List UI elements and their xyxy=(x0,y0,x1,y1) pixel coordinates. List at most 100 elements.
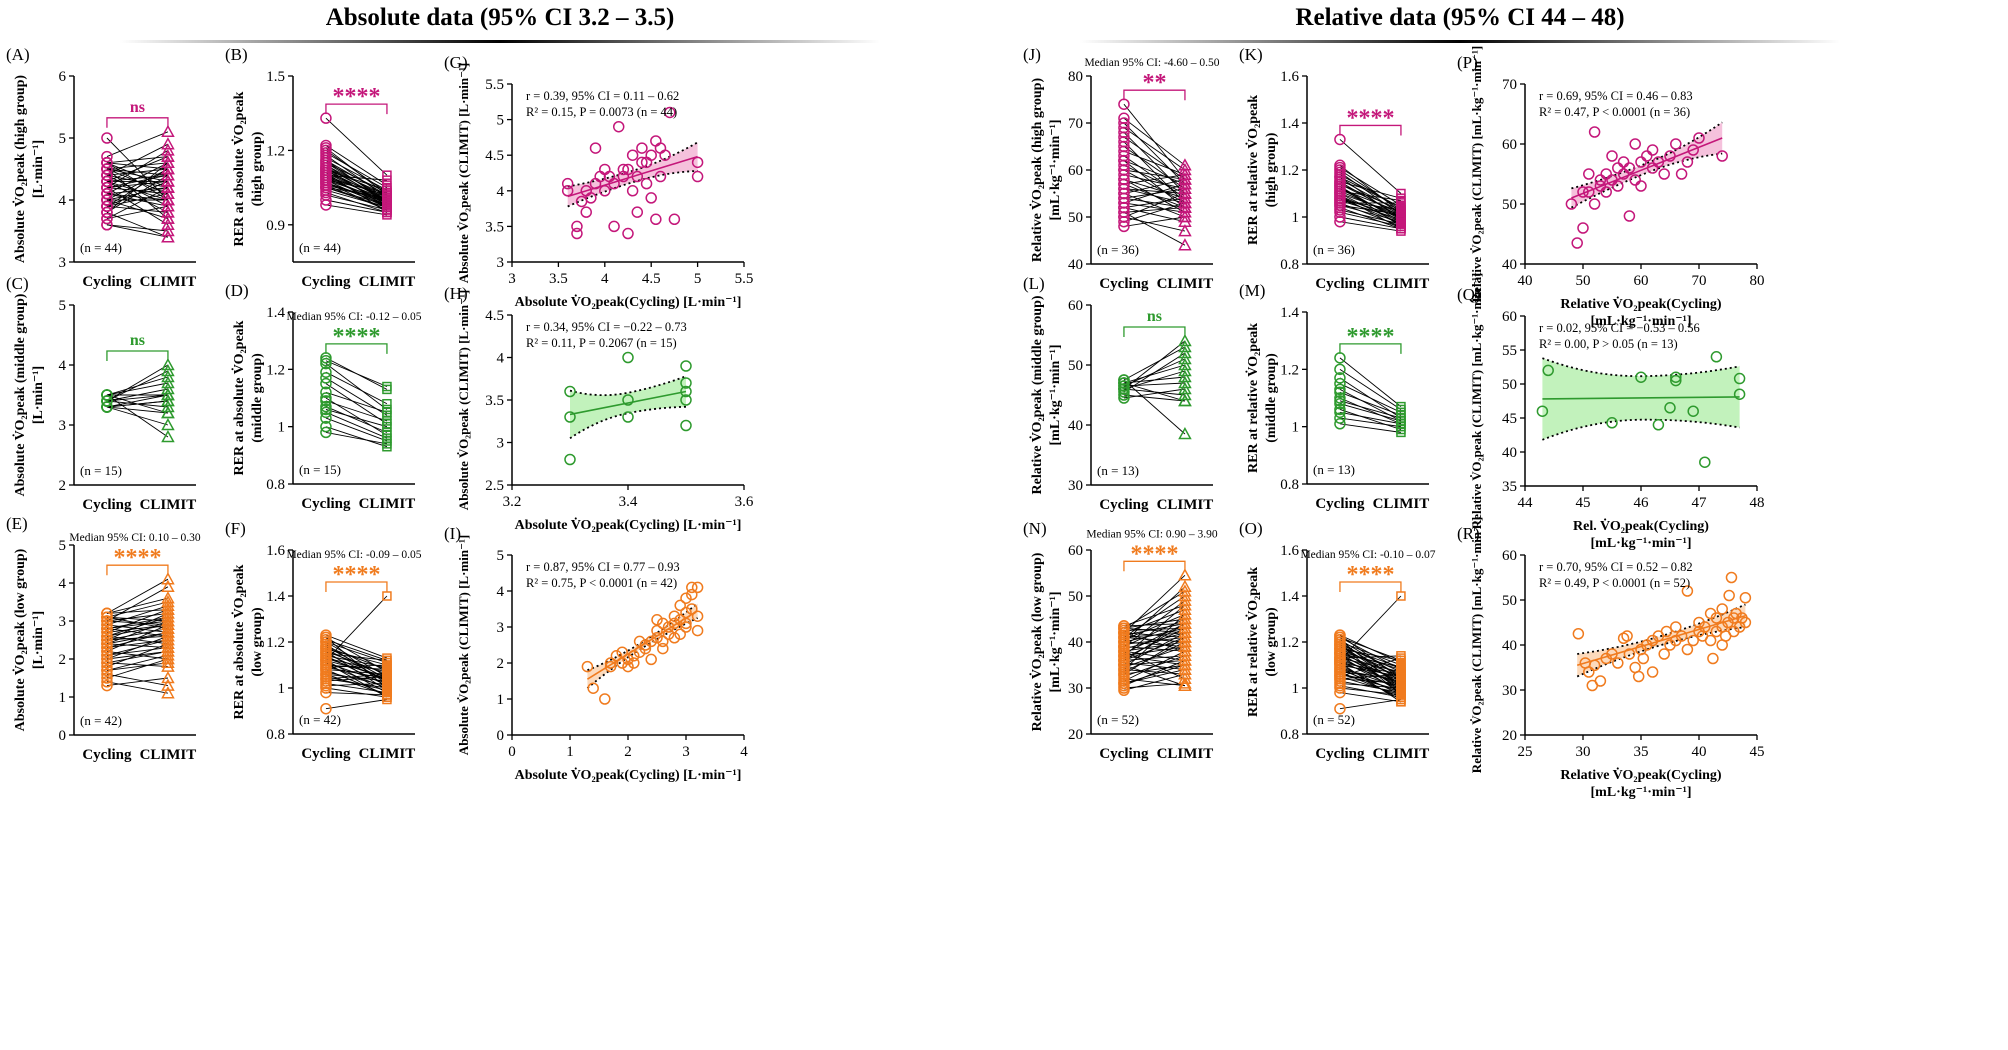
data-point xyxy=(589,142,602,154)
climit-marker xyxy=(161,381,175,395)
y-axis-label-line: RER at absolute V̇O₂peak xyxy=(230,320,247,475)
panel-label: (L) xyxy=(1023,274,1045,293)
y-tick-label: 80 xyxy=(1068,69,1083,85)
data-point xyxy=(1646,666,1659,678)
data-point xyxy=(1637,652,1650,665)
y-tick-label: 60 xyxy=(1068,543,1083,559)
climit-marker xyxy=(382,384,392,395)
pair-line xyxy=(325,411,388,439)
cycling-marker xyxy=(101,181,113,194)
y-axis-label: RER at relative V̇O₂peak (high group) xyxy=(1244,95,1279,245)
data-point xyxy=(1536,405,1549,417)
stats-line: R² = 0.75, P < 0.0001 (n = 42) xyxy=(526,576,677,590)
panel-label: (I) xyxy=(444,524,461,543)
climit-marker xyxy=(382,175,392,185)
cycling-marker xyxy=(1118,636,1130,648)
cycling-marker xyxy=(101,638,113,650)
y-tick-label: 1 xyxy=(1292,210,1300,226)
climit-marker xyxy=(382,683,392,693)
data-point xyxy=(680,606,692,619)
panel-h: (H) 2.5 3 3.5 4 4.5 3.2 3.4 3.6 r = 0.34, 95% CI … xyxy=(444,284,754,533)
data-point xyxy=(1635,156,1647,168)
y-tick-label: 5 xyxy=(497,113,505,129)
climit-marker xyxy=(161,429,175,443)
climit-marker xyxy=(1396,669,1406,679)
cycling-marker xyxy=(1334,702,1346,715)
data-point xyxy=(1723,589,1735,602)
data-point xyxy=(1664,402,1676,414)
pair-line xyxy=(325,174,387,181)
climit-marker xyxy=(161,417,175,431)
data-point xyxy=(1583,186,1595,198)
y-tick-label: 35 xyxy=(1502,479,1517,495)
pair-line xyxy=(1123,650,1186,680)
confidence-lower xyxy=(586,617,698,689)
y-tick-label: 5 xyxy=(497,548,505,564)
cycling-marker xyxy=(101,206,113,219)
panel-label: (M) xyxy=(1239,281,1265,300)
pair-line xyxy=(325,357,388,390)
n-label: (n = 13) xyxy=(1313,462,1355,477)
y-tick-label: 4 xyxy=(497,184,505,200)
pair-line xyxy=(1339,181,1402,199)
pair-line xyxy=(1339,666,1402,689)
y-tick-label: 0.8 xyxy=(1280,477,1299,493)
cycling-marker xyxy=(320,420,332,433)
data-point xyxy=(1675,168,1688,180)
data-point xyxy=(599,693,611,705)
y-tick-label: 1 xyxy=(497,692,505,708)
x-tick-label: 4 xyxy=(601,271,609,287)
climit-marker xyxy=(1396,221,1406,232)
cycling-marker xyxy=(320,139,332,152)
y-tick-label: 20 xyxy=(1068,727,1083,743)
cycling-marker xyxy=(1118,383,1130,395)
climit-marker xyxy=(1178,653,1192,666)
climit-marker xyxy=(1178,584,1192,597)
cycling-marker xyxy=(1118,392,1130,404)
pair-line xyxy=(106,631,169,645)
x-axis-label-units: [mL·kg⁻¹·min⁻¹] xyxy=(1591,314,1692,329)
ci-note: Median 95% CI: -0.10 – 0.07 xyxy=(1300,549,1435,561)
pair-line xyxy=(1339,646,1402,680)
cycling-marker xyxy=(1334,412,1346,424)
y-tick-label: 1.2 xyxy=(1280,635,1299,651)
climit-marker xyxy=(382,170,392,180)
section-rule-absolute xyxy=(120,40,880,43)
pair-line xyxy=(325,204,388,216)
data-point xyxy=(1681,156,1694,168)
data-point xyxy=(622,351,634,364)
data-point xyxy=(1542,364,1554,377)
y-axis-label-line: Absolute V̇O₂peak (middle group) xyxy=(11,293,28,496)
x-tick-label: 47 xyxy=(1692,495,1708,511)
pair-line xyxy=(325,648,388,682)
y-tick-label: 50 xyxy=(1068,210,1083,226)
data-point xyxy=(612,120,625,133)
climit-marker xyxy=(382,692,392,702)
y-axis-label-line: (middle group) xyxy=(1264,353,1279,443)
pair-line xyxy=(1123,211,1186,246)
data-point xyxy=(616,646,628,658)
pair-line xyxy=(325,595,388,661)
data-point xyxy=(680,617,692,630)
pair-line xyxy=(1339,664,1402,696)
n-label: (n = 44) xyxy=(299,240,341,255)
climit-marker xyxy=(161,594,175,608)
y-tick-label: 1.2 xyxy=(266,143,285,159)
climit-marker xyxy=(161,217,175,231)
pair-line xyxy=(325,157,388,191)
data-point xyxy=(668,617,681,630)
data-point xyxy=(1612,162,1624,174)
significance-label: **** xyxy=(113,545,161,571)
significance-label: ns xyxy=(130,99,145,116)
y-axis-label-line: RER at absolute V̇O₂peak xyxy=(230,564,247,719)
data-point xyxy=(1629,138,1641,150)
data-point xyxy=(1658,168,1670,180)
x-category-label: Cycling xyxy=(301,274,351,290)
y-axis-label-line: (high group) xyxy=(250,131,265,206)
cycling-marker xyxy=(101,641,113,654)
data-point xyxy=(654,170,667,183)
cycling-marker xyxy=(101,389,113,401)
